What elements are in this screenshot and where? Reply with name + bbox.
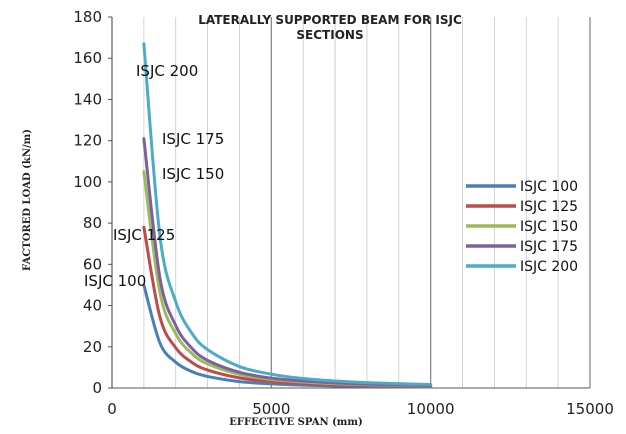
axes <box>111 17 590 389</box>
legend-label-isjc-150: ISJC 150 <box>520 219 578 235</box>
grid <box>111 17 591 388</box>
y-tick-label: 140 <box>73 90 102 108</box>
annotation-isjc-125: ISJC 125 <box>113 226 175 244</box>
y-tick-label: 40 <box>83 297 102 315</box>
series-group <box>142 42 433 389</box>
chart-title-line-1: LATERALLY SUPPORTED BEAM FOR ISJC <box>198 13 462 27</box>
y-tick-label: 160 <box>73 49 102 67</box>
y-tick-label: 0 <box>92 379 102 397</box>
x-tick-label: 15000 <box>566 400 614 418</box>
tick-labels: 0 20 40 60 80 100 120 140 160 180 0 5000 10000 15000 <box>73 8 614 418</box>
y-tick-label: 120 <box>73 132 102 150</box>
chart-title-line-2: SECTIONS <box>296 28 363 42</box>
x-tick-label: 5000 <box>252 400 290 418</box>
y-tick-label: 20 <box>83 338 102 356</box>
x-axis-label: EFFECTIVE SPAN (mm) <box>229 417 362 428</box>
legend: ISJC 100 ISJC 125 ISJC 150 ISJC 175 ISJC 200 <box>466 179 578 275</box>
x-tick-label: 10000 <box>407 400 455 418</box>
series-line-isjc-200 <box>142 42 433 386</box>
y-tick-label: 180 <box>73 8 102 26</box>
annotation-isjc-150: ISJC 150 <box>162 165 224 183</box>
y-axis-label: FACTORED LOAD (kN/m) <box>22 129 33 271</box>
y-tick-label: 60 <box>83 255 102 273</box>
annotation-isjc-175: ISJC 175 <box>162 130 224 148</box>
series-line-isjc-100 <box>142 283 433 389</box>
legend-label-isjc-125: ISJC 125 <box>520 199 578 215</box>
series-line-isjc-150 <box>142 170 433 388</box>
y-tick-label: 80 <box>83 214 102 232</box>
legend-label-isjc-200: ISJC 200 <box>520 259 578 275</box>
annotation-isjc-200: ISJC 200 <box>136 62 198 80</box>
annotation-isjc-100: ISJC 100 <box>84 272 146 290</box>
series-line-isjc-125 <box>142 225 433 388</box>
legend-label-isjc-175: ISJC 175 <box>520 239 578 255</box>
y-tick-label: 100 <box>73 173 102 191</box>
legend-label-isjc-100: ISJC 100 <box>520 179 578 195</box>
x-tick-label: 0 <box>107 400 117 418</box>
